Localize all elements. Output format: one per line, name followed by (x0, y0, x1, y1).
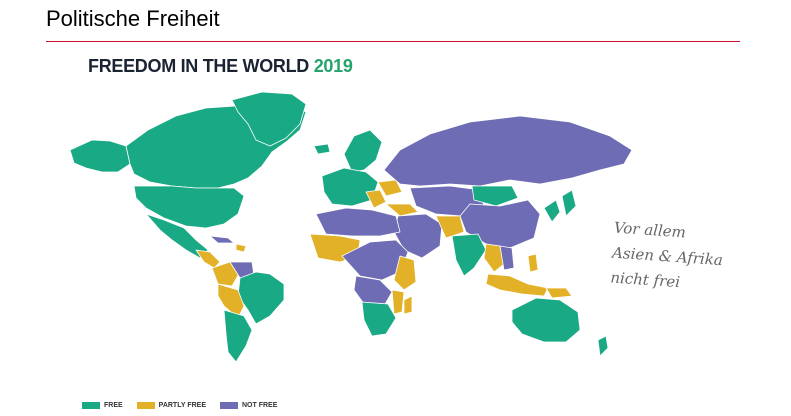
region-colombia (211, 261, 241, 287)
region-central-america (195, 249, 221, 269)
region-alaska (69, 139, 131, 173)
map-heading-year: 2019 (313, 56, 353, 76)
region-papua (545, 287, 573, 299)
map-legend: FREE PARTLY FREE NOT FREE (82, 398, 277, 412)
region-new-zealand (597, 335, 609, 357)
region-india (451, 233, 487, 277)
region-caribbean (235, 243, 247, 253)
title-divider (46, 41, 740, 42)
region-brazil (237, 271, 285, 325)
region-russia (383, 115, 633, 187)
region-western-europe (321, 167, 379, 207)
region-ukraine (377, 179, 403, 197)
region-mozambique (391, 289, 405, 315)
region-australia (511, 297, 581, 343)
map-heading-text: FREEDOM IN THE WORLD (88, 56, 309, 76)
legend-label-partly-free: PARTLY FREE (158, 401, 206, 409)
legend-swatch-not-free (220, 401, 238, 409)
region-indonesia-malaysia (485, 273, 549, 297)
legend-label-not-free: NOT FREE (242, 401, 278, 409)
legend-item-not-free: NOT FREE (220, 401, 278, 409)
region-philippines (527, 253, 539, 273)
map-heading: FREEDOM IN THE WORLD 2019 (88, 56, 353, 77)
region-middle-east (393, 213, 443, 259)
region-east-africa (393, 255, 417, 291)
legend-label-free: FREE (104, 401, 123, 409)
region-myanmar-thailand (483, 243, 505, 273)
region-korea-japan (543, 189, 577, 223)
region-usa (133, 185, 245, 229)
region-madagascar (403, 295, 413, 315)
slide-title: Politische Freiheit (46, 6, 220, 31)
region-cuba (209, 235, 235, 244)
region-drc-angola (353, 275, 393, 307)
region-greenland (231, 91, 307, 147)
legend-item-free: FREE (82, 401, 123, 409)
legend-item-partly-free: PARTLY FREE (136, 401, 206, 409)
region-mongolia (471, 185, 519, 207)
region-afghanistan-pakistan (435, 215, 465, 239)
region-southern-africa (361, 301, 397, 337)
region-indochina (499, 245, 515, 271)
region-china (459, 199, 541, 249)
region-turkey-caucasus (385, 203, 419, 217)
region-balkans (365, 189, 387, 209)
legend-swatch-free (82, 401, 100, 409)
region-chile-argentina (223, 309, 253, 363)
region-iceland (313, 143, 331, 155)
legend-swatch-partly-free (136, 401, 155, 409)
region-scandinavia (343, 129, 383, 173)
region-north-africa (315, 207, 401, 237)
handwritten-annotation: Vor allem Asien & Afrika nicht frei (610, 216, 745, 300)
